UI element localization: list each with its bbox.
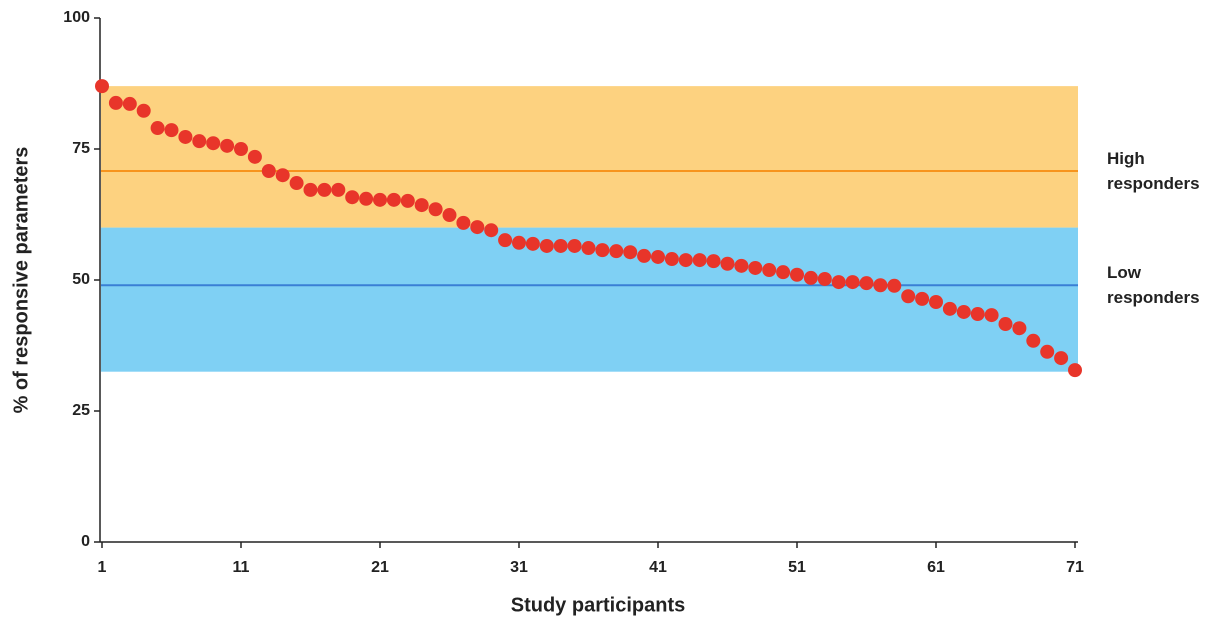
y-axis-title: % of responsive parameters xyxy=(10,147,32,414)
data-point xyxy=(901,289,916,304)
y-tick-label: 50 xyxy=(72,271,90,288)
data-point xyxy=(192,134,207,149)
data-point xyxy=(581,241,596,256)
data-point xyxy=(234,142,248,156)
data-point xyxy=(150,121,165,136)
data-point xyxy=(164,123,179,138)
data-point xyxy=(442,208,457,223)
x-tick-label: 61 xyxy=(927,559,945,576)
x-tick-label: 31 xyxy=(510,559,528,576)
y-tick-label: 100 xyxy=(63,9,90,26)
data-point xyxy=(1068,363,1082,378)
data-point xyxy=(261,164,276,179)
band-label: Low responders xyxy=(1107,263,1200,308)
data-point xyxy=(289,176,304,191)
data-point xyxy=(692,253,707,268)
data-point xyxy=(345,190,360,205)
data-point xyxy=(915,291,930,306)
y-tick-label: 75 xyxy=(72,140,90,157)
data-point xyxy=(331,182,346,197)
data-point xyxy=(206,136,221,151)
data-point xyxy=(942,301,957,316)
data-point xyxy=(567,238,582,253)
band-label: High responders xyxy=(1107,149,1200,193)
data-point xyxy=(790,267,804,282)
data-point xyxy=(317,182,332,197)
y-tick-label: 0 xyxy=(81,533,90,550)
data-point xyxy=(539,238,554,253)
data-point xyxy=(553,238,568,253)
data-point xyxy=(637,248,652,263)
data-point xyxy=(525,236,540,251)
data-point xyxy=(748,260,763,275)
data-point xyxy=(220,138,235,153)
data-point xyxy=(678,253,693,268)
data-point xyxy=(95,79,109,94)
data-point xyxy=(456,215,471,230)
data-point xyxy=(929,295,943,310)
data-point xyxy=(373,192,387,207)
band xyxy=(101,86,1078,228)
data-point xyxy=(762,263,777,278)
data-point xyxy=(303,182,318,197)
data-point xyxy=(803,270,818,285)
data-point xyxy=(247,149,262,164)
y-tick-label: 25 xyxy=(72,402,90,419)
data-point xyxy=(956,304,971,319)
data-point xyxy=(998,317,1013,332)
data-point xyxy=(1054,351,1069,366)
data-point xyxy=(386,192,401,207)
data-point xyxy=(498,233,513,248)
data-point xyxy=(470,220,485,235)
x-tick-label: 71 xyxy=(1066,559,1084,576)
data-point xyxy=(720,256,735,271)
data-point xyxy=(859,276,874,291)
data-point xyxy=(873,278,888,293)
data-point xyxy=(178,129,193,144)
data-point xyxy=(623,245,638,260)
data-point xyxy=(108,95,123,110)
data-point xyxy=(1026,333,1041,348)
data-point xyxy=(609,244,624,259)
x-axis-title: Study participants xyxy=(511,594,685,616)
data-point xyxy=(734,258,749,273)
data-point xyxy=(706,254,721,269)
x-tick-label: 1 xyxy=(98,559,107,576)
data-point xyxy=(664,252,679,267)
data-point xyxy=(484,223,499,238)
data-point xyxy=(122,96,137,111)
data-point xyxy=(970,307,985,322)
data-point xyxy=(845,275,860,290)
data-point xyxy=(275,168,290,183)
data-point xyxy=(651,249,665,264)
data-point xyxy=(887,278,902,293)
x-tick-label: 41 xyxy=(649,559,667,576)
data-point xyxy=(984,308,999,323)
x-tick-label: 51 xyxy=(788,559,806,576)
data-point xyxy=(776,265,791,280)
x-tick-label: 11 xyxy=(233,559,250,576)
data-point xyxy=(400,193,415,208)
data-point xyxy=(136,103,151,118)
data-point xyxy=(512,235,526,250)
data-point xyxy=(428,202,443,217)
data-point xyxy=(359,191,374,206)
data-point xyxy=(414,198,429,213)
data-point xyxy=(1040,344,1055,359)
x-tick-label: 21 xyxy=(371,559,389,576)
data-point xyxy=(817,271,832,286)
data-point xyxy=(595,243,610,258)
data-point xyxy=(1012,321,1027,336)
data-point xyxy=(831,275,846,290)
